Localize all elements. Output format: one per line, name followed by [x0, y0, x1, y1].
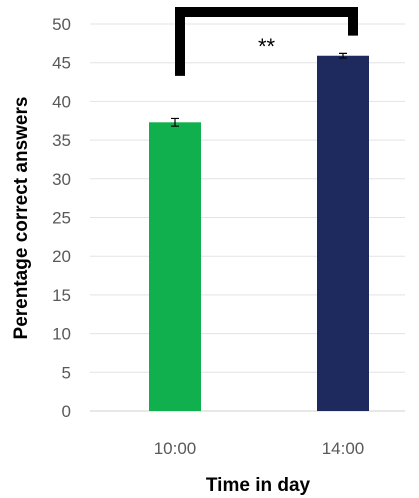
y-tick-label-35: 35: [52, 131, 71, 150]
error-bar-1400: [339, 52, 347, 59]
error-bar-1000: [171, 117, 179, 127]
significance-bracket-line: [175, 7, 358, 76]
y-tick-label-10: 10: [52, 325, 71, 344]
x-axis-title: Time in day: [206, 475, 311, 496]
y-tick-label-45: 45: [52, 54, 71, 73]
significance-bracket: **: [175, 7, 358, 76]
x-tick-label-1000: 10:00: [154, 439, 197, 458]
y-tick-label-5: 5: [62, 363, 71, 382]
y-tick-labels: 0 5 10 15 20 25 30 35 40 45 50: [52, 15, 71, 421]
x-tick-label-1400: 14:00: [322, 439, 365, 458]
significance-label: **: [258, 34, 276, 59]
y-tick-label-15: 15: [52, 286, 71, 305]
bar-1000: [149, 122, 201, 411]
y-tick-label-50: 50: [52, 15, 71, 34]
y-tick-label-0: 0: [62, 402, 71, 421]
y-tick-label-20: 20: [52, 247, 71, 266]
x-tick-labels: 10:00 14:00: [154, 439, 365, 458]
bar-1400: [317, 55, 369, 411]
y-tick-label-30: 30: [52, 170, 71, 189]
y-tick-label-40: 40: [52, 92, 71, 111]
y-axis-title: Perentage correct answers: [11, 97, 32, 340]
bars: [149, 52, 369, 411]
y-tick-label-25: 25: [52, 209, 71, 228]
